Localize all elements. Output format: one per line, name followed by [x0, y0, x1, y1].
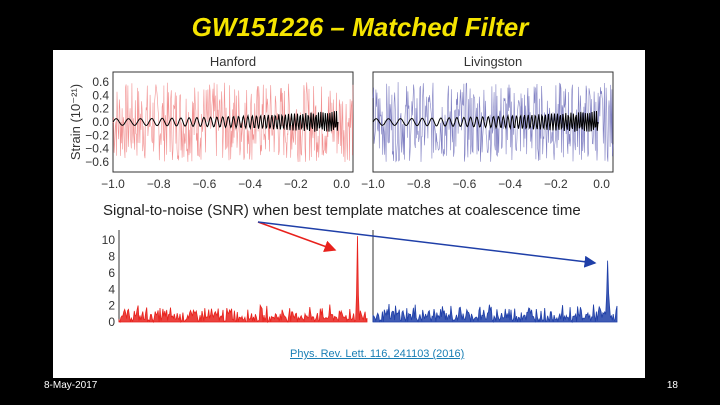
livingston-snr-chart — [372, 230, 618, 324]
blue-arrow — [257, 221, 597, 268]
red-arrow — [257, 221, 337, 253]
snr-y-ticks: 10 8 6 4 2 0 — [102, 233, 116, 329]
y-tick-label: 10 — [102, 233, 116, 247]
hanford-snr-chart: 10 8 6 4 2 0 — [102, 230, 368, 329]
slide-title: GW151226 – Matched Filter — [191, 12, 529, 42]
y-tick-label: 6 — [108, 266, 115, 280]
template-line — [372, 110, 599, 132]
footer-page-number: 18 — [666, 380, 678, 391]
noise-line — [112, 82, 354, 163]
y-tick-label: 8 — [108, 250, 115, 264]
noise-line — [372, 82, 614, 163]
livingston-template-trace — [372, 110, 599, 132]
figure-svg: Hanford 0.60.40.20.0−0.2−0.4−0.6 −1.0 −0.… — [68, 54, 618, 329]
hanford-template-trace — [112, 110, 339, 132]
hanford-title: Hanford — [210, 54, 256, 69]
x-tick-label: −0.2 — [544, 177, 568, 191]
x-tick-label: −0.8 — [147, 177, 171, 191]
hanford-y-ticks: 0.60.40.20.0−0.2−0.4−0.6 — [85, 75, 109, 169]
livingston-noise-trace — [372, 82, 614, 163]
y-tick-label: 2 — [108, 299, 115, 313]
x-tick-label: −0.4 — [238, 177, 262, 191]
y-tick-label: 0.4 — [92, 88, 109, 102]
livingston-strain-chart: Livingston −1.0 −0.8 −0.6 −0.4 −0.2 0.0 — [361, 54, 614, 191]
snr-line — [372, 260, 618, 324]
y-tick-label: −0.4 — [85, 142, 109, 156]
hanford-strain-chart: Hanford 0.60.40.20.0−0.2−0.4−0.6 −1.0 −0.… — [68, 54, 354, 191]
citation-link[interactable]: Phys. Rev. Lett. 116, 241103 (2016) — [290, 348, 465, 360]
x-tick-label: −0.6 — [193, 177, 217, 191]
figure-panel: Hanford 0.6 0.4 0.2 0.0 −0.2 −0.4 −0.6 −1.0 −0.… — [53, 50, 645, 378]
snr-heading: Signal-to-noise (SNR) when best template… — [103, 202, 581, 219]
hanford-noise-trace — [112, 82, 354, 163]
y-tick-label: −0.6 — [85, 155, 109, 169]
y-tick-label: 0 — [108, 315, 115, 329]
x-tick-label: −1.0 — [361, 177, 385, 191]
y-tick-label: 0.2 — [92, 102, 109, 116]
y-tick-label: 0.0 — [92, 115, 109, 129]
hanford-x-ticks: −1.0 −0.8 −0.6 −0.4 −0.2 0.0 — [101, 177, 350, 191]
x-tick-label: −0.4 — [498, 177, 522, 191]
livingston-title: Livingston — [464, 54, 523, 69]
template-line — [112, 110, 339, 132]
x-tick-label: −0.8 — [407, 177, 431, 191]
x-tick-label: 0.0 — [333, 177, 350, 191]
footer-date: 8-May-2017 — [44, 380, 98, 391]
hanford-snr-trace — [118, 236, 368, 324]
y-tick-label: 0.6 — [92, 75, 109, 89]
livingston-snr-trace — [372, 260, 618, 324]
x-tick-label: −1.0 — [101, 177, 125, 191]
snr-line — [118, 236, 368, 324]
x-tick-label: −0.6 — [453, 177, 477, 191]
x-tick-label: −0.2 — [284, 177, 308, 191]
hanford-ylabel: Strain (10⁻²¹) — [68, 84, 83, 160]
livingston-x-ticks: −1.0 −0.8 −0.6 −0.4 −0.2 0.0 — [361, 177, 610, 191]
y-tick-label: 4 — [108, 282, 115, 296]
y-tick-label: −0.2 — [85, 128, 109, 142]
x-tick-label: 0.0 — [593, 177, 610, 191]
